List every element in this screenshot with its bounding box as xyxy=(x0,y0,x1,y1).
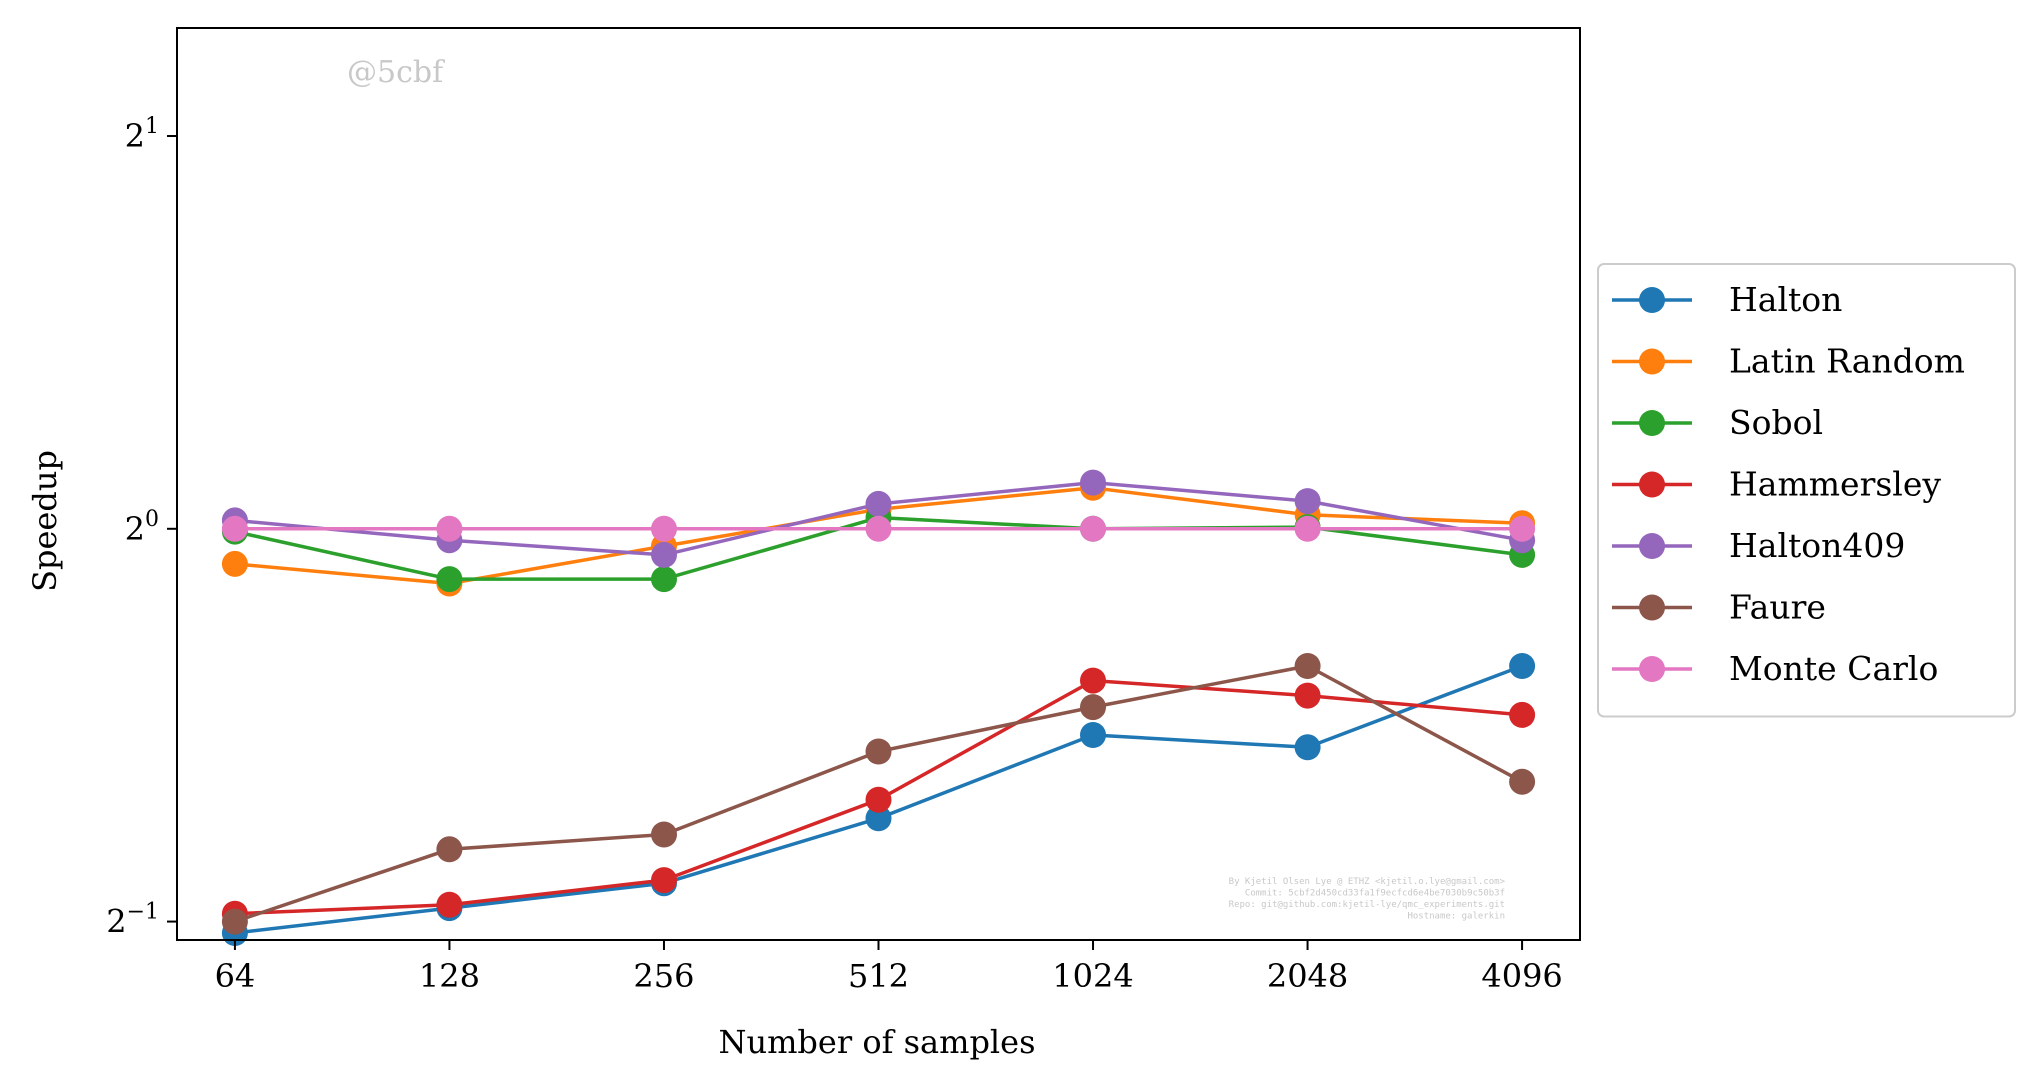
legend-entry: Monte Carlo xyxy=(1612,649,1938,688)
legend-entry: Hammersley xyxy=(1612,465,1941,504)
data-point xyxy=(1080,667,1106,694)
y-tick-label: 2−1 xyxy=(106,900,159,941)
legend-marker xyxy=(1639,471,1665,498)
series-hammersley xyxy=(221,667,1536,927)
data-point xyxy=(865,515,892,542)
legend-label: Halton xyxy=(1729,280,1842,319)
data-point xyxy=(1509,653,1536,679)
data-point xyxy=(221,550,248,577)
credit-line: By Kjetil Olsen Lye @ ETHZ <kjetil.o.lye… xyxy=(1229,877,1506,887)
data-point xyxy=(1294,682,1321,709)
legend-label: Sobol xyxy=(1729,403,1823,442)
legend-label: Hammersley xyxy=(1729,465,1941,504)
data-point xyxy=(1509,701,1536,728)
legend-marker xyxy=(1639,287,1665,313)
x-tick-label: 2048 xyxy=(1267,957,1348,995)
credit-line: Commit: 5cbf2d450cd33fa1f9ecfcd6e4be7030… xyxy=(1245,889,1505,899)
data-point xyxy=(221,515,248,542)
data-point xyxy=(651,867,677,894)
data-point xyxy=(1509,768,1536,795)
legend-label: Faure xyxy=(1729,588,1826,627)
legend-marker xyxy=(1639,594,1665,621)
data-point xyxy=(651,541,677,568)
data-point xyxy=(1294,653,1321,679)
legend-label: Halton409 xyxy=(1729,526,1905,565)
legend-marker xyxy=(1639,410,1665,436)
data-point xyxy=(1080,722,1106,748)
legend-entry: Faure xyxy=(1612,588,1826,627)
data-point xyxy=(865,805,892,832)
y-tick-label: 20 xyxy=(125,507,159,548)
series-monte-carlo xyxy=(221,515,1536,542)
x-tick-label: 128 xyxy=(419,957,480,995)
plot-marks xyxy=(221,469,1536,946)
data-point xyxy=(1294,488,1321,515)
series-faure xyxy=(221,653,1536,935)
legend-marker xyxy=(1639,656,1665,682)
credit-line: Hostname: galerkin xyxy=(1407,912,1505,922)
legend-marker xyxy=(1639,348,1665,375)
credit-block: By Kjetil Olsen Lye @ ETHZ <kjetil.o.lye… xyxy=(1229,877,1506,922)
data-point xyxy=(436,515,463,542)
data-point xyxy=(1080,515,1106,542)
x-tick-label: 512 xyxy=(848,957,909,995)
credit-line: Repo: git@github.com:kjetil-lye/qmc_expe… xyxy=(1229,900,1505,910)
data-point xyxy=(865,490,892,517)
data-point xyxy=(1080,469,1106,496)
legend-marker xyxy=(1639,533,1665,559)
legend-entry: Latin Random xyxy=(1612,342,1965,381)
x-tick-label: 256 xyxy=(633,957,694,995)
legend-entry: Sobol xyxy=(1612,403,1823,442)
data-point xyxy=(1080,694,1106,721)
legend-label: Monte Carlo xyxy=(1729,649,1938,688)
data-point xyxy=(1294,734,1321,761)
y-tick-label: 21 xyxy=(125,114,159,155)
data-point xyxy=(1509,515,1536,542)
data-point xyxy=(865,738,892,765)
y-axis-title: Speedup xyxy=(26,450,64,592)
x-axis-title: Number of samples xyxy=(718,1023,1035,1061)
data-point xyxy=(865,786,892,813)
legend: Halton Latin Random Sobol Hammersley Halton4… xyxy=(1597,263,2016,718)
data-point xyxy=(651,515,677,542)
watermark-text: @5cbf xyxy=(347,55,445,90)
x-tick-label: 64 xyxy=(215,957,256,995)
axes: 64 128 256 512 1024 2048 4096 2−1 20 21 xyxy=(106,27,1581,995)
data-point xyxy=(436,836,463,863)
legend-entry: Halton409 xyxy=(1612,526,1905,565)
x-tick-label: 1024 xyxy=(1052,957,1133,995)
legend-entry: Halton xyxy=(1612,280,1842,319)
data-point xyxy=(436,891,463,918)
legend-box xyxy=(1597,263,2016,718)
data-point xyxy=(1294,515,1321,542)
data-point xyxy=(436,566,463,593)
data-point xyxy=(651,566,677,593)
legend-label: Latin Random xyxy=(1729,342,1965,381)
data-point xyxy=(651,821,677,848)
data-point xyxy=(221,908,248,935)
x-tick-label: 4096 xyxy=(1481,957,1562,995)
